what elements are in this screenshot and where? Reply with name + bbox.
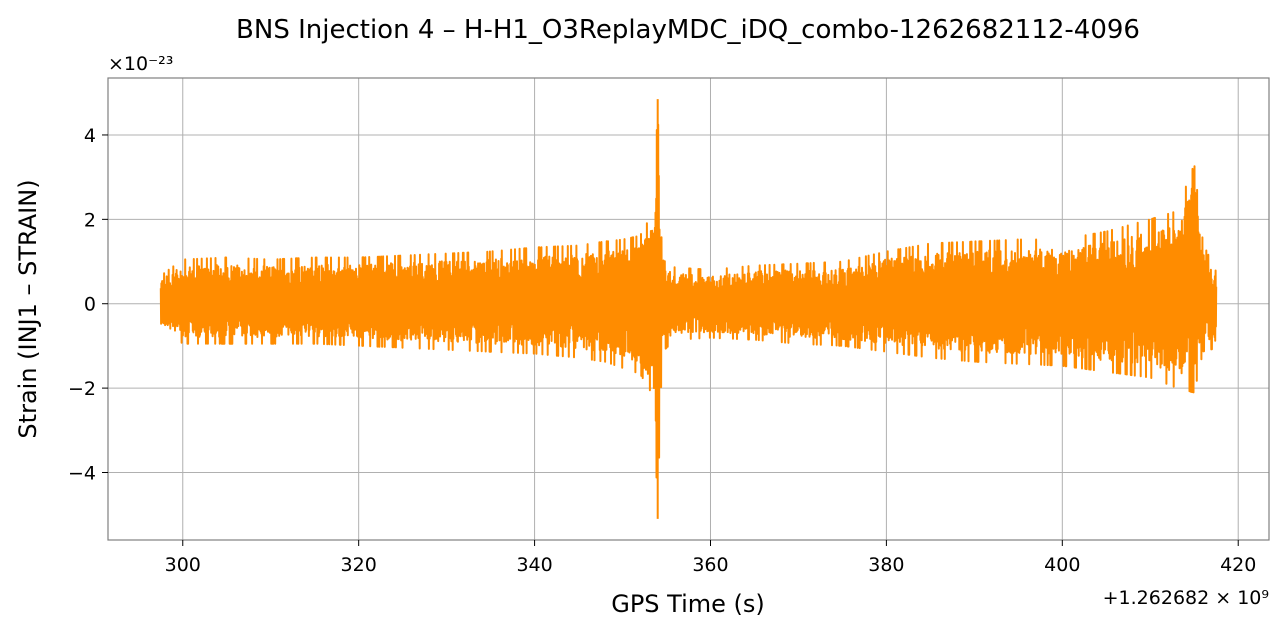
plot-area <box>159 99 1218 519</box>
chart-title: BNS Injection 4 – H-H1_O3ReplayMDC_iDQ_c… <box>236 15 1140 45</box>
x-tick-label: 400 <box>1044 554 1080 576</box>
y-tick-label: −2 <box>68 378 96 400</box>
x-axis-label: GPS Time (s) <box>611 590 765 618</box>
y-axis-ticks: −4 −2 0 2 4 <box>68 125 108 484</box>
x-axis-ticks: 300 320 340 360 380 400 420 <box>165 540 1256 576</box>
plot-frame <box>107 77 1270 541</box>
x-tick-label: 360 <box>692 554 728 576</box>
x-tick-label: 300 <box>165 554 201 576</box>
y-tick-label: −4 <box>68 462 96 484</box>
x-tick-label: 320 <box>341 554 377 576</box>
x-tick-label: 340 <box>516 554 552 576</box>
y-tick-label: 4 <box>84 125 96 147</box>
strain-series-line <box>159 99 1218 519</box>
y-tick-label: 0 <box>84 294 96 316</box>
y-scale-factor: ×10⁻²³ <box>108 53 173 75</box>
y-axis-label: Strain (INJ1 – STRAIN) <box>14 179 42 438</box>
x-offset-label: +1.262682 × 10⁹ <box>1103 587 1269 609</box>
x-tick-label: 380 <box>868 554 904 576</box>
x-tick-label: 420 <box>1220 554 1256 576</box>
y-tick-label: 2 <box>84 209 96 231</box>
